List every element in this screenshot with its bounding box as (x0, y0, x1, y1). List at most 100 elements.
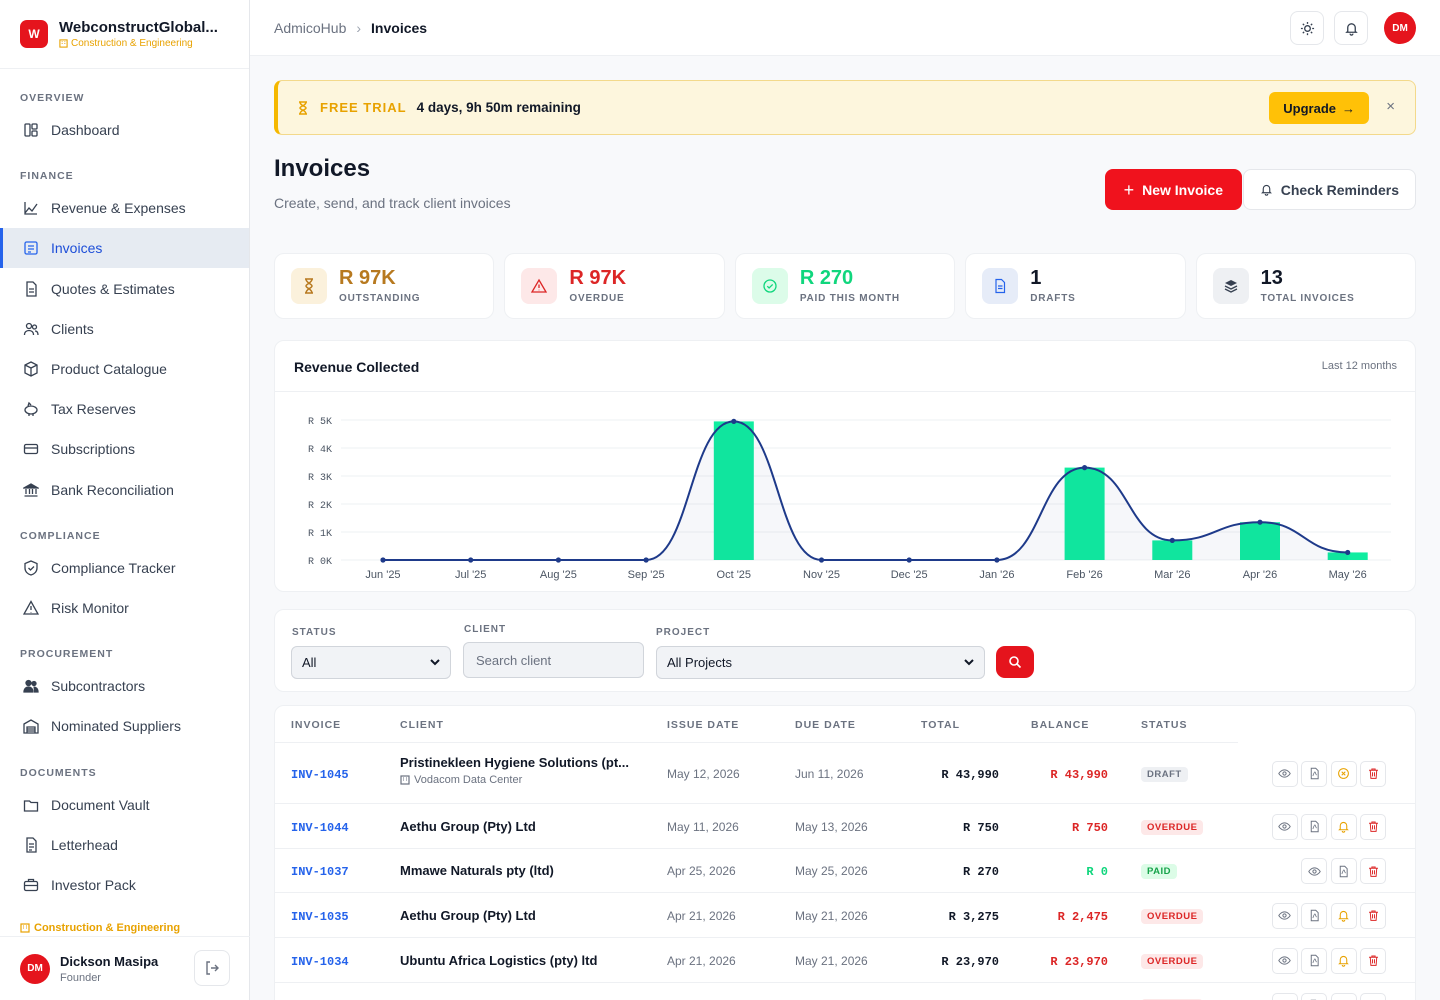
table-row[interactable]: INV-1044 Aethu Group (Pty) Ltd May 11, 202… (275, 803, 1415, 848)
user-role: Founder (60, 971, 101, 984)
column-header[interactable]: CLIENT (400, 719, 444, 731)
trash-button[interactable] (1360, 902, 1386, 929)
trash-icon (1368, 821, 1378, 832)
column-header[interactable]: STATUS (1141, 719, 1188, 731)
trash-button[interactable] (1360, 858, 1386, 884)
brand[interactable]: W WebconstructGlobal... Construction & E… (0, 0, 249, 69)
total-amount: R 750 (962, 820, 999, 835)
invoice-number-link[interactable]: INV-1045 (291, 767, 349, 782)
column-header[interactable]: DUE DATE (795, 719, 856, 731)
pdf-button[interactable] (1301, 760, 1327, 787)
sidebar-item-product-catalogue[interactable]: Product Catalogue (0, 349, 249, 389)
column-header[interactable]: TOTAL (921, 719, 961, 731)
y-tick-label: R 2K (308, 501, 332, 512)
breadcrumb-root[interactable]: AdmicoHub (274, 19, 347, 36)
sidebar-item-tax-reserves[interactable]: Tax Reserves (0, 389, 249, 429)
sidebar-item-subcontractors[interactable]: Subcontractors (0, 666, 249, 706)
bell-button[interactable] (1330, 947, 1357, 974)
sidebar-item-risk-monitor[interactable]: Risk Monitor (0, 588, 249, 628)
sidebar-item-revenue-expenses[interactable]: Revenue & Expenses (0, 188, 249, 228)
client-name[interactable]: Aethu Group (Pty) Ltd (400, 907, 536, 923)
table-row[interactable]: INV-1034 Ubuntu Africa Logistics (pty) lt… (275, 937, 1415, 982)
close-icon[interactable]: × (1386, 98, 1395, 115)
invoice-number-link[interactable]: INV-1044 (291, 820, 349, 835)
client-name[interactable]: Aethu Group (Pty) Ltd (400, 818, 536, 834)
invoice-number-link[interactable]: INV-1035 (291, 909, 349, 924)
notifications-button[interactable] (1334, 11, 1368, 45)
bell-button[interactable] (1330, 813, 1357, 840)
upgrade-button[interactable]: Upgrade → (1269, 92, 1369, 124)
trash-button[interactable] (1360, 760, 1386, 787)
x-tick-label: May '26 (1329, 569, 1367, 581)
column-header[interactable]: ISSUE DATE (667, 719, 740, 731)
status-select[interactable]: All (291, 646, 451, 679)
trash-button[interactable] (1360, 947, 1386, 974)
chevron-down-icon (964, 659, 974, 666)
project-select[interactable]: All Projects (656, 646, 985, 679)
logout-button[interactable] (194, 950, 230, 986)
eye-button[interactable] (1271, 947, 1298, 974)
sidebar-item-clients[interactable]: Clients (0, 309, 249, 349)
client-name[interactable]: Mmawe Naturals pty (ltd) (400, 863, 554, 878)
pdf-button[interactable] (1301, 902, 1327, 929)
user-avatar[interactable]: DM (1384, 12, 1416, 44)
x-tick-label: Jun '25 (365, 569, 400, 581)
sidebar-user: DM Dickson Masipa Founder (0, 936, 250, 1000)
invoice-number-link[interactable]: INV-1034 (291, 954, 349, 969)
column-header[interactable]: INVOICE (291, 719, 342, 731)
sidebar-item-compliance-tracker[interactable]: Compliance Tracker (0, 548, 249, 588)
arrow-right-icon: → (1342, 100, 1355, 116)
sidebar-item-investor-pack[interactable]: Investor Pack (0, 865, 249, 905)
client-search-input[interactable]: Search client (463, 642, 644, 678)
column-header[interactable]: BALANCE (1031, 719, 1090, 731)
status-filter-label: STATUS (292, 627, 337, 638)
sidebar-item-subscriptions[interactable]: Subscriptions (0, 429, 249, 469)
pdf-button[interactable] (1330, 858, 1357, 884)
eye-button[interactable] (1271, 902, 1298, 929)
cancel-button[interactable] (1330, 760, 1357, 787)
chart-bar (1327, 552, 1368, 560)
pdf-button[interactable] (1301, 947, 1327, 974)
due-date: May 20, 2026 (795, 999, 868, 1000)
trash-button[interactable] (1360, 813, 1386, 840)
stat-icon-wrap (1212, 268, 1249, 304)
sidebar-item-bank-reconciliation[interactable]: Bank Reconciliation (0, 470, 249, 510)
sidebar-item-dashboard[interactable]: Dashboard (0, 110, 249, 150)
avatar[interactable]: DM (20, 953, 50, 984)
theme-toggle-button[interactable] (1290, 11, 1324, 45)
upgrade-label: Upgrade (1283, 100, 1336, 116)
search-button[interactable] (996, 646, 1034, 678)
user-name: Dickson Masipa (60, 953, 159, 969)
client-name[interactable]: Pristinekleen Hygiene Solutions (pt... (400, 755, 629, 770)
sidebar-item-letterhead[interactable]: Letterhead (0, 825, 249, 865)
client-name[interactable]: Ubuntu Africa Logistics (pty) ltd (400, 952, 598, 968)
sidebar-item-quotes-estimates[interactable]: Quotes & Estimates (0, 269, 249, 309)
pdf-button[interactable] (1301, 813, 1327, 840)
new-invoice-button[interactable]: + New Invoice (1104, 169, 1242, 210)
eye-button[interactable] (1271, 813, 1298, 840)
eye-button[interactable] (1271, 760, 1298, 787)
trash-button[interactable] (1360, 992, 1386, 1000)
table-row[interactable]: INV-1037 Mmawe Naturals pty (ltd) Apr 25, … (275, 848, 1415, 892)
y-tick-label: R 5K (308, 417, 332, 428)
sidebar-item-document-vault[interactable]: Document Vault (0, 785, 249, 825)
eye-button[interactable] (1301, 858, 1327, 884)
invoice-number-link[interactable]: INV-1037 (291, 865, 349, 879)
status-badge: PAID (1141, 864, 1177, 879)
sidebar-item-label: Clients (51, 320, 94, 337)
pdf-button[interactable] (1301, 992, 1327, 1000)
table-row[interactable]: INV-1035 Aethu Group (Pty) Ltd Apr 21, 202… (275, 892, 1415, 937)
bell-button[interactable] (1330, 992, 1357, 1000)
check-reminders-button[interactable]: Check Reminders (1242, 169, 1416, 210)
briefcase-icon (23, 878, 38, 892)
bell-button[interactable] (1330, 902, 1357, 929)
eye-button[interactable] (1271, 992, 1298, 1000)
stat-icon-wrap (291, 268, 327, 304)
table-row[interactable]: INV-1045 Pristinekleen Hygiene Solutions … (275, 742, 1386, 803)
status-cell: OVERDUE (1141, 908, 1204, 924)
revenue-chart-card: Revenue Collected Last 12 months R 0K R 1… (274, 340, 1416, 592)
sidebar-item-nominated-suppliers[interactable]: Nominated Suppliers (0, 706, 249, 746)
stat-value: R 97K (339, 267, 396, 289)
sidebar-item-invoices[interactable]: Invoices (0, 228, 249, 269)
